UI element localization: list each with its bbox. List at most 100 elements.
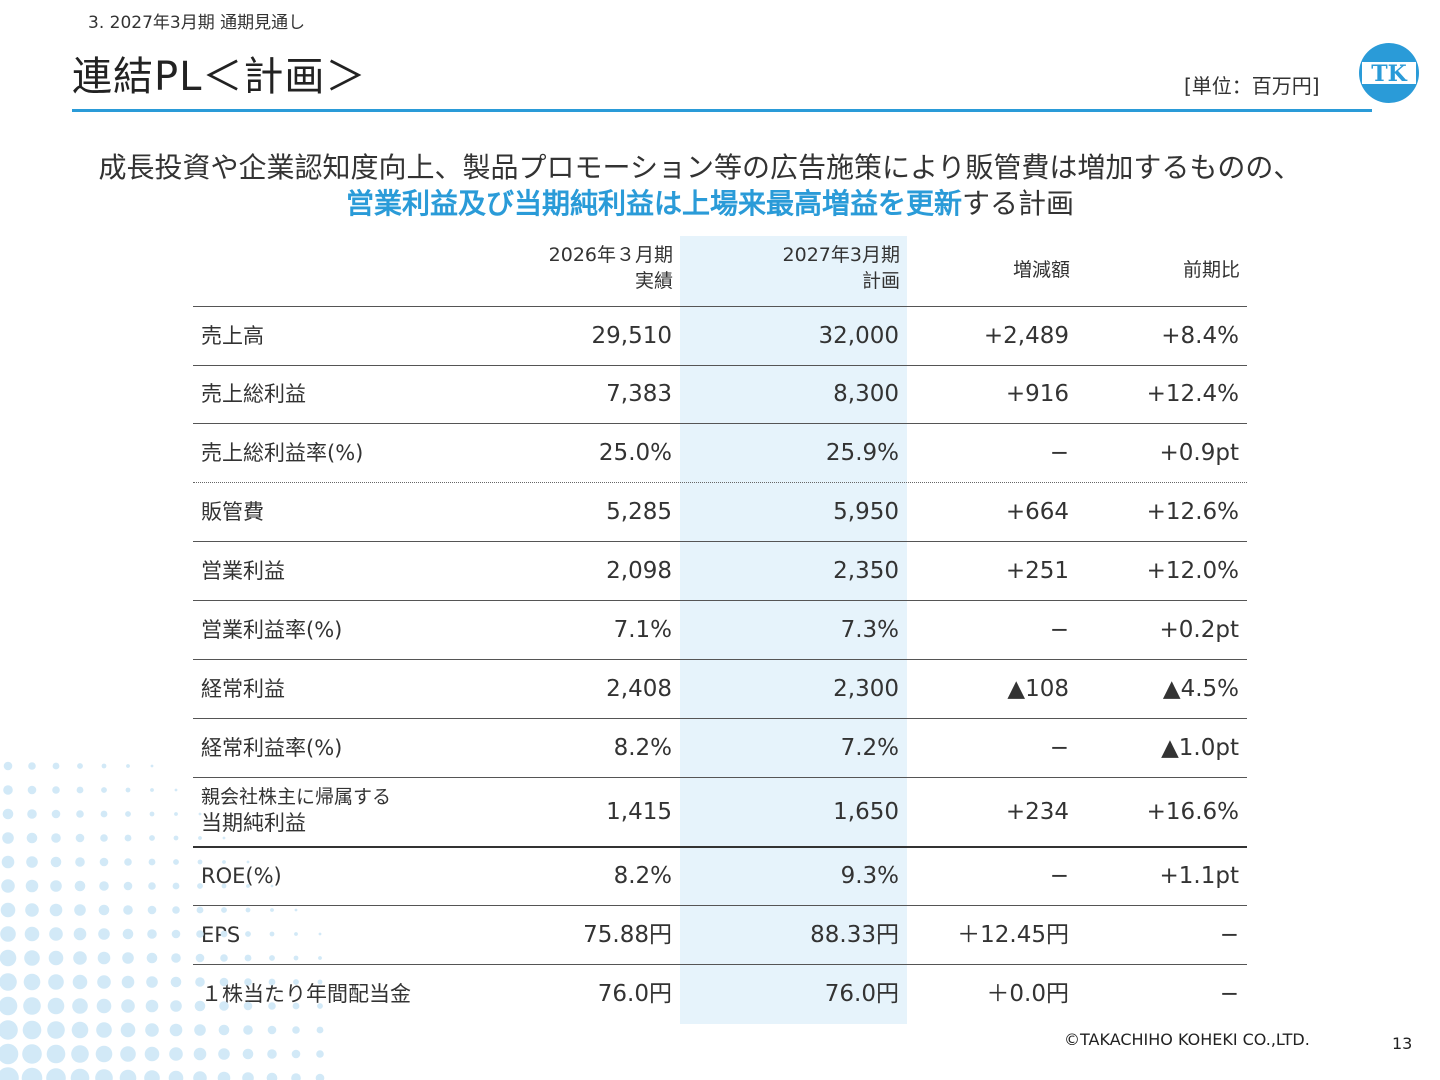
- decorative-dot: [47, 997, 65, 1015]
- cell-ratio: +8.4%: [1161, 323, 1239, 349]
- decorative-dot: [242, 1048, 254, 1060]
- decorative-dot: [221, 883, 227, 889]
- cell-actual: 8.2%: [613, 735, 672, 761]
- decorative-dot: [269, 931, 275, 937]
- table-row: １株当たり年間配当金 76.0円 76.0円 ＋0.0円 −: [193, 965, 1247, 1023]
- table-row: 親会社株主に帰属する 当期純利益 1,415 1,650 +234 +16.6%: [193, 778, 1247, 848]
- cell-change: −: [1049, 617, 1069, 643]
- decorative-dot: [0, 996, 18, 1016]
- row-label: 営業利益率(%): [201, 618, 343, 642]
- decorative-dot: [194, 1000, 206, 1012]
- decorative-dot: [221, 907, 227, 913]
- decorative-dot: [148, 882, 156, 890]
- decorative-dot: [317, 979, 323, 985]
- decorative-dot: [125, 811, 131, 817]
- cell-change: +251: [1005, 558, 1069, 584]
- decorative-dot-pattern: [0, 761, 325, 1080]
- cell-ratio: +12.6%: [1146, 499, 1239, 525]
- decorative-dot: [76, 810, 84, 818]
- decorative-dot: [123, 881, 133, 891]
- decorative-dot: [1, 855, 15, 869]
- row-label: ROE(%): [201, 864, 282, 888]
- cell-change: +664: [1005, 499, 1069, 525]
- decorative-dot: [1, 879, 15, 893]
- cell-change: −: [1049, 863, 1069, 889]
- decorative-dot: [270, 908, 274, 912]
- cell-actual: 75.88円: [583, 922, 672, 948]
- cell-plan: 7.3%: [840, 617, 899, 643]
- row-label: 親会社株主に帰属する 当期純利益: [201, 786, 392, 835]
- decorative-dot: [315, 1073, 325, 1080]
- decorative-dot: [71, 1045, 89, 1063]
- decorative-dot: [52, 786, 60, 794]
- cell-change: −: [1049, 440, 1069, 466]
- decorative-dot: [74, 880, 86, 892]
- row-label: EPS: [201, 923, 241, 947]
- decorative-dot: [121, 975, 135, 989]
- title-divider: [72, 109, 1372, 112]
- decorative-dot: [149, 811, 155, 817]
- decorative-dot: [169, 1023, 183, 1037]
- decorative-dot: [51, 833, 61, 843]
- decorative-dot: [26, 856, 38, 868]
- decorative-dot: [144, 1046, 160, 1062]
- decorative-dot: [219, 1001, 229, 1011]
- decorative-dot: [291, 1049, 301, 1059]
- decorative-dot: [50, 856, 62, 868]
- cell-ratio: +12.0%: [1146, 558, 1239, 584]
- decorative-dot: [96, 1022, 112, 1038]
- decorative-dot: [194, 1024, 206, 1036]
- decorative-dot: [28, 762, 36, 770]
- decorative-dot: [73, 927, 87, 941]
- decorative-dot: [246, 884, 250, 888]
- decorative-dot: [77, 763, 83, 769]
- lead-line-2: 営業利益及び当期純利益は上場来最高増益を更新する計画: [0, 182, 1430, 222]
- decorative-dot: [219, 977, 229, 987]
- cell-actual: 1,415: [606, 799, 672, 825]
- cell-plan: 2,300: [833, 676, 899, 702]
- decorative-dot: [218, 1024, 230, 1036]
- decorative-dot: [97, 951, 111, 965]
- cell-plan: 1,650: [833, 799, 899, 825]
- col-header-change: 増減額: [1012, 259, 1070, 281]
- decorative-dot: [243, 1025, 253, 1035]
- decorative-dot: [222, 836, 226, 840]
- decorative-dot: [98, 904, 110, 916]
- decorative-dot: [218, 1048, 230, 1060]
- decorative-dot: [222, 860, 226, 864]
- decorative-dot: [317, 1003, 323, 1009]
- decorative-dot: [75, 833, 85, 843]
- decorative-dot: [197, 883, 203, 889]
- row-label: 売上総利益: [201, 382, 306, 406]
- decorative-dot: [217, 1071, 231, 1080]
- decorative-dot: [171, 929, 181, 939]
- decorative-dot: [169, 1047, 183, 1061]
- cell-ratio: +1.1pt: [1159, 863, 1239, 889]
- cell-ratio: +0.2pt: [1159, 617, 1239, 643]
- decorative-dot: [75, 857, 85, 867]
- cell-plan: 9.3%: [840, 863, 899, 889]
- decorative-dot: [49, 927, 63, 941]
- decorative-dot: [196, 906, 204, 914]
- table-row: 売上総利益 7,383 8,300 +916 +12.4%: [193, 365, 1247, 424]
- decorative-dot: [268, 978, 276, 986]
- decorative-dot: [122, 952, 134, 964]
- decorative-dot: [173, 835, 179, 841]
- decorative-dot: [150, 788, 154, 792]
- decorative-dot: [170, 976, 182, 988]
- section-label: 3. 2027年3月期 通期見通し: [88, 13, 306, 33]
- decorative-dot: [46, 1068, 66, 1080]
- cell-actual: 29,510: [591, 323, 672, 349]
- cell-actual: 76.0円: [597, 981, 672, 1007]
- page-number: 13: [1392, 1034, 1413, 1053]
- cell-change: −: [1049, 735, 1069, 761]
- decorative-dot: [50, 880, 62, 892]
- decorative-dot: [220, 954, 228, 962]
- decorative-dot: [318, 956, 322, 960]
- row-label: １株当たり年間配当金: [201, 982, 411, 1006]
- cell-change: ▲108: [1007, 676, 1069, 702]
- decorative-dot: [100, 834, 108, 842]
- decorative-dot: [98, 928, 110, 940]
- decorative-dot: [245, 931, 251, 937]
- logo-text: TK: [1371, 61, 1407, 87]
